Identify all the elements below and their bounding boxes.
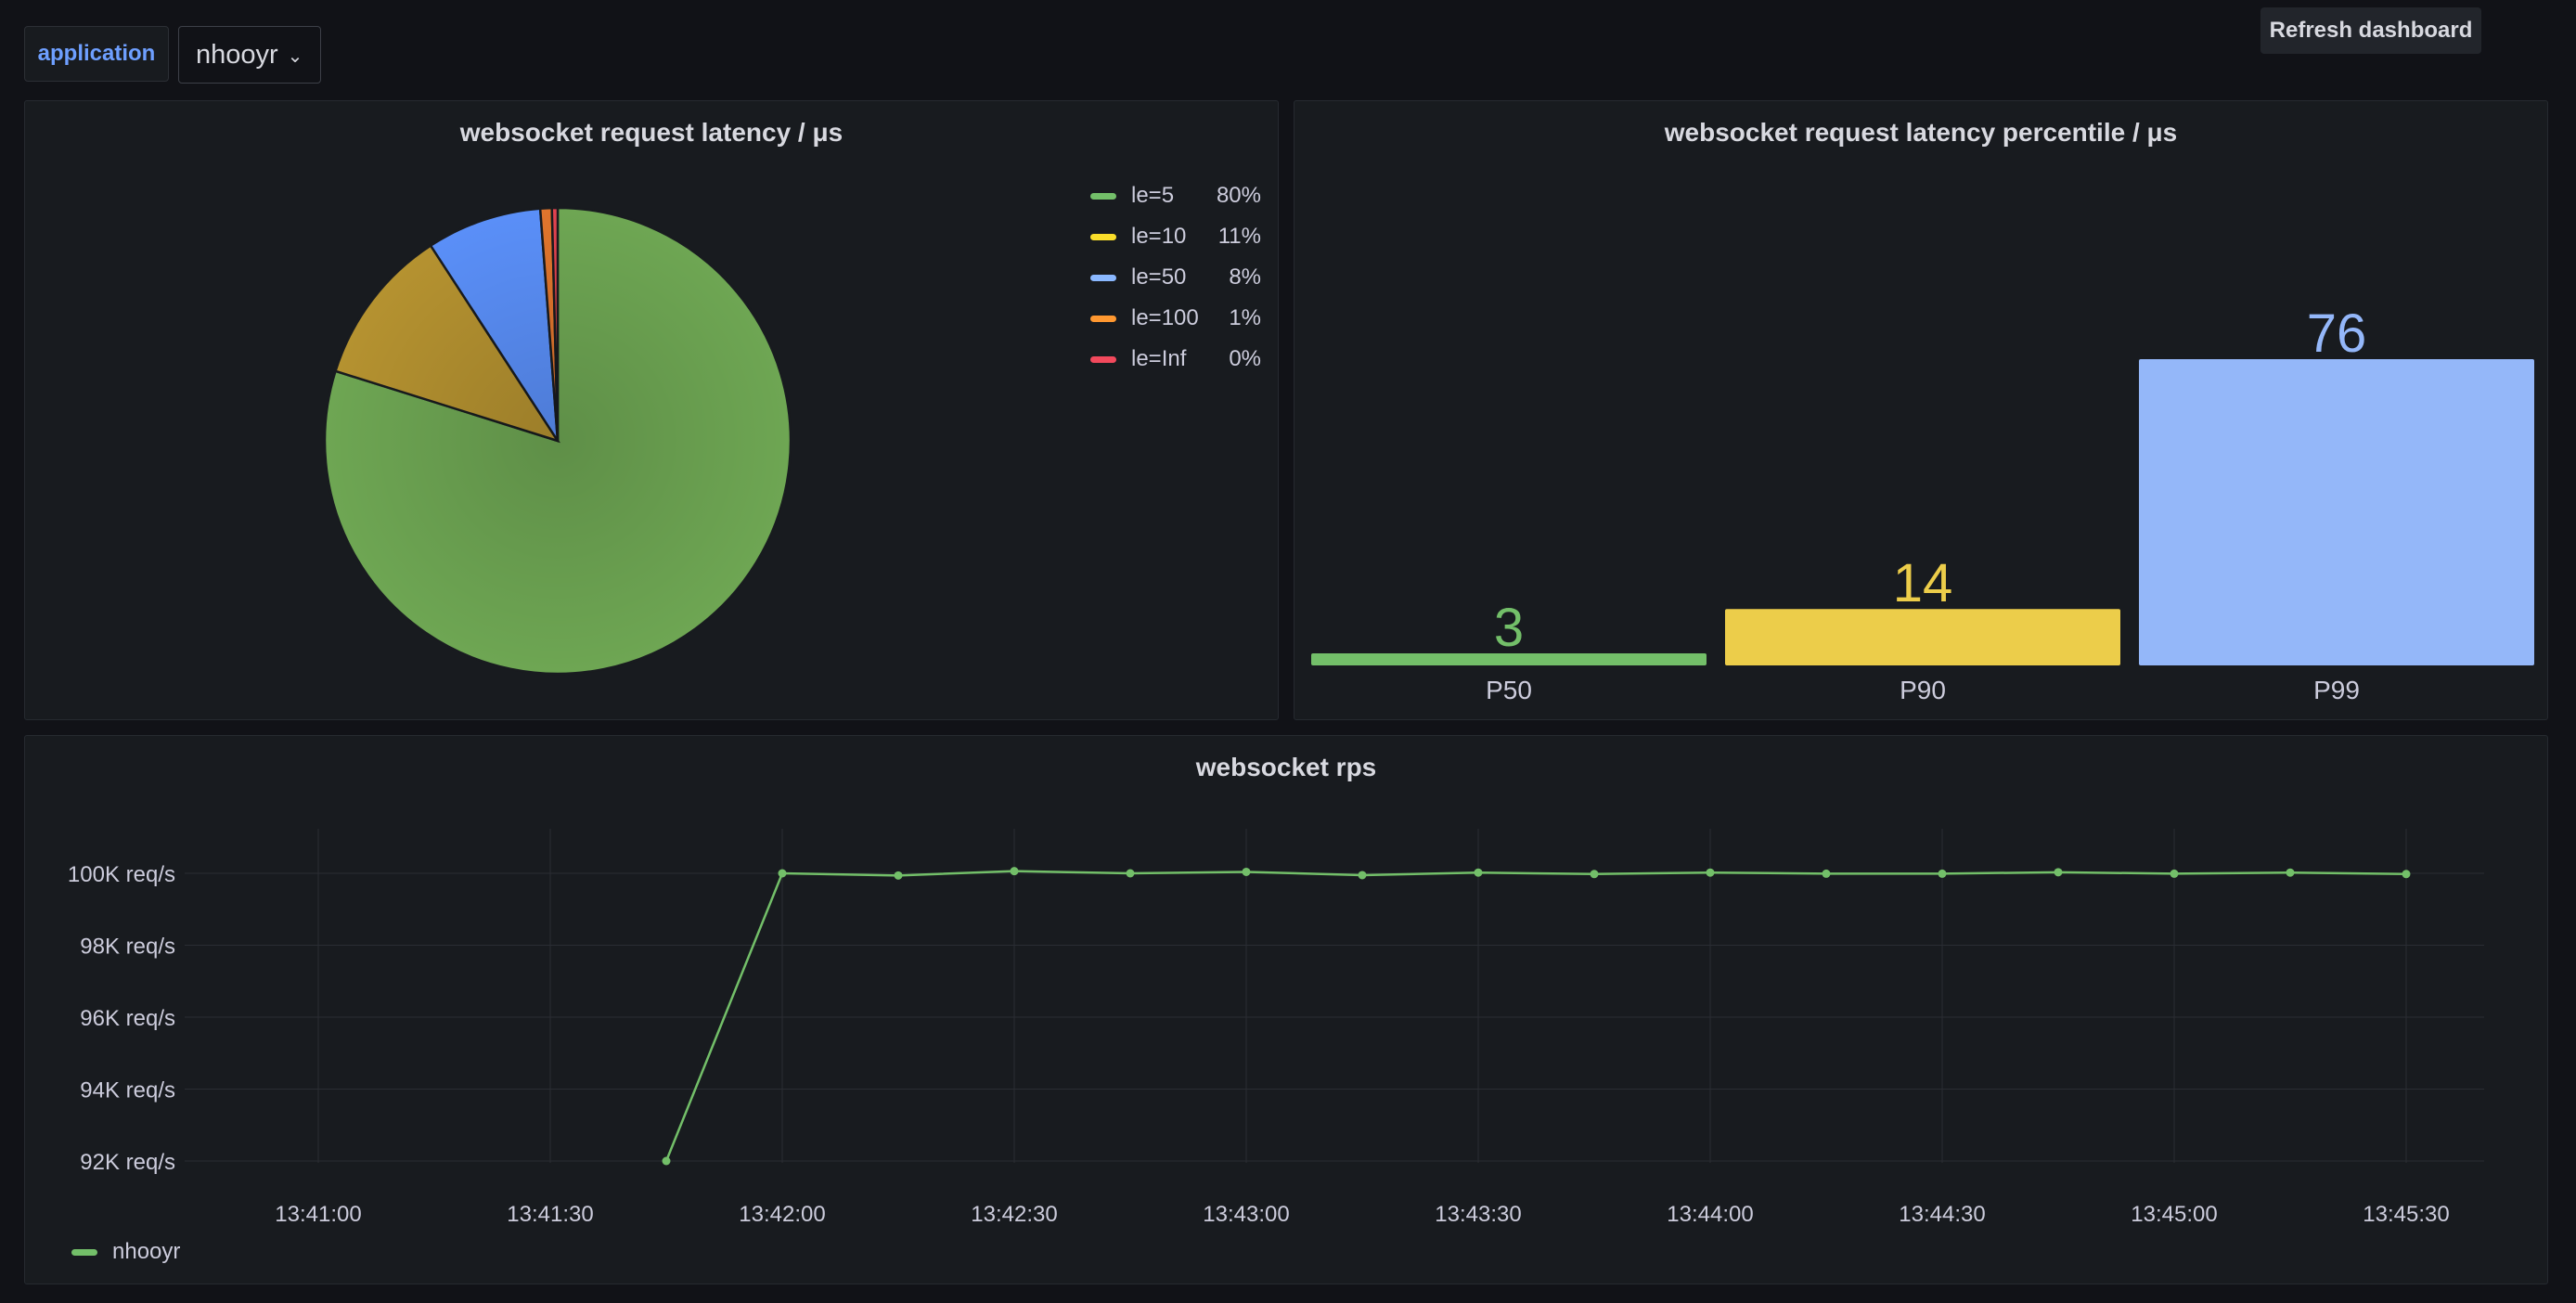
legend-value: 8% (1229, 264, 1261, 290)
series-point[interactable] (894, 871, 903, 880)
panel-title: websocket rps (1195, 753, 1377, 781)
series-point[interactable] (778, 869, 787, 878)
legend-label: le=50 (1131, 264, 1187, 290)
series-point[interactable] (1822, 869, 1831, 878)
x-tick-label: 13:41:00 (275, 1202, 361, 1227)
bar-category-label: P99 (2313, 676, 2360, 704)
series-point[interactable] (1358, 871, 1367, 880)
y-tick-label: 94K req/s (80, 1078, 175, 1103)
legend-swatch (1090, 315, 1116, 322)
legend-swatch (1090, 233, 1116, 240)
legend-swatch (1090, 355, 1116, 363)
y-tick-label: 92K req/s (80, 1150, 175, 1175)
series-point[interactable] (2170, 869, 2179, 878)
refresh-dashboard-tooltip: Refresh dashboard (2260, 7, 2481, 54)
bar-category-label: P90 (1900, 676, 1946, 704)
series-point[interactable] (2286, 868, 2295, 877)
x-tick-label: 13:45:30 (2363, 1202, 2449, 1227)
series-point[interactable] (1590, 870, 1599, 879)
latency-pie-panel[interactable]: websocket request latency / μs le=5 80% le… (24, 100, 1279, 720)
legend-value: 1% (1229, 305, 1261, 330)
bar-value-label: 14 (1893, 553, 1953, 613)
pie-legend-item[interactable]: le=50 8% (1090, 264, 1261, 290)
bar-p99[interactable] (2139, 359, 2534, 665)
x-tick-label: 13:43:00 (1203, 1202, 1289, 1227)
legend-value: 11% (1217, 224, 1261, 249)
bar-value-label: 76 (2307, 303, 2367, 364)
legend-value: 0% (1229, 346, 1261, 371)
pie-legend-item[interactable]: le=100 1% (1090, 305, 1261, 331)
pie-legend-item[interactable]: le=5 80% (1090, 183, 1261, 209)
legend-swatch (1090, 274, 1116, 281)
series-point[interactable] (1706, 868, 1715, 877)
x-tick-label: 13:42:30 (971, 1202, 1057, 1227)
legend-label: le=Inf (1131, 346, 1187, 371)
y-tick-label: 100K req/s (68, 862, 175, 887)
grid (185, 829, 2484, 1163)
legend-label: nhooyr (112, 1239, 181, 1264)
x-tick-label: 13:41:30 (507, 1202, 593, 1227)
x-tick-label: 13:44:30 (1899, 1202, 1985, 1227)
y-tick-label: 96K req/s (80, 1006, 175, 1031)
x-tick-label: 13:45:00 (2131, 1202, 2217, 1227)
chevron-down-icon: ⌄ (287, 45, 303, 67)
latency-percentile-panel[interactable]: websocket request latency percentile / μ… (1294, 100, 2548, 720)
series-point[interactable] (2402, 870, 2411, 879)
bar-gauge: 3 P50 14 P90 76 P99 (1311, 303, 2534, 704)
rps-legend-item[interactable]: nhooyr (71, 1239, 180, 1265)
pie-legend-item[interactable]: le=Inf 0% (1090, 346, 1261, 372)
panel-title: websocket request latency percentile / μ… (1664, 118, 2178, 147)
x-tick-label: 13:42:00 (739, 1202, 825, 1227)
series-line-nhooyr[interactable] (664, 870, 2407, 1162)
bar-p90[interactable] (1725, 609, 2120, 665)
legend-swatch (1090, 192, 1116, 200)
panel-title: websocket request latency / μs (459, 118, 844, 147)
pie-legend-item[interactable]: le=10 11% (1090, 224, 1261, 250)
series-point[interactable] (2054, 868, 2063, 877)
bar-p50[interactable] (1311, 652, 1707, 665)
variable-label: application (24, 26, 169, 82)
bar-value-label: 3 (1494, 598, 1524, 658)
series-point[interactable] (1474, 868, 1483, 877)
legend-value: 80% (1216, 183, 1261, 208)
rps-line-chart: 92K req/s 94K req/s 96K req/s 98K req/s 100K… (68, 829, 2484, 1227)
y-tick-label: 98K req/s (80, 935, 175, 960)
application-variable-value: nhooyr (196, 39, 278, 70)
rps-panel[interactable]: websocket rps 92K req/s 94K req/s 96K req/… (24, 735, 2548, 1284)
bar-category-label: P50 (1486, 676, 1532, 704)
x-tick-label: 13:44:00 (1667, 1202, 1753, 1227)
series-point[interactable] (662, 1156, 671, 1166)
legend-label: le=10 (1131, 224, 1187, 249)
legend-swatch (71, 1248, 97, 1256)
application-variable-select[interactable]: nhooyr ⌄ (178, 26, 321, 84)
series-point[interactable] (1010, 867, 1019, 876)
series-point[interactable] (1242, 867, 1251, 876)
legend-label: le=100 (1131, 305, 1199, 330)
series-point[interactable] (1938, 869, 1947, 878)
series-point[interactable] (1126, 869, 1135, 878)
x-tick-label: 13:43:30 (1435, 1202, 1521, 1227)
legend-label: le=5 (1131, 183, 1175, 208)
